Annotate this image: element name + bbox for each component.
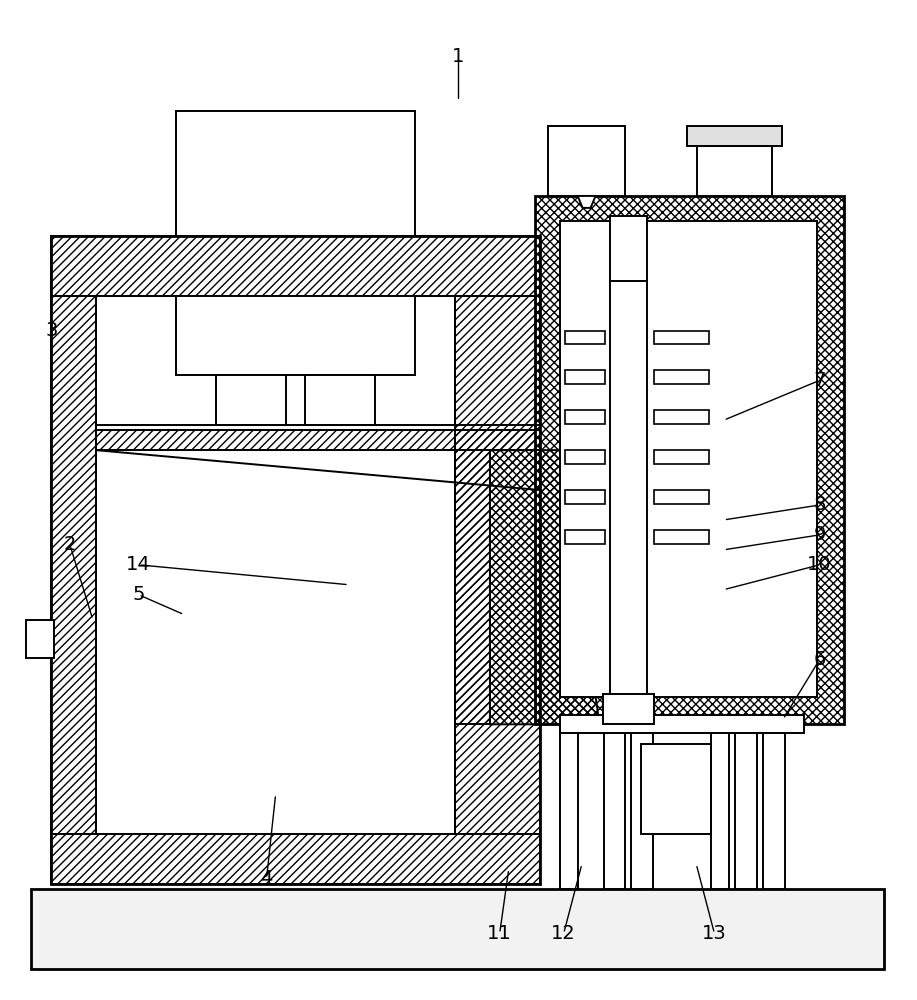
Bar [535,196,844,724]
Bar [565,450,604,464]
Text: 10: 10 [807,555,832,574]
Bar [688,126,782,146]
Bar [565,331,604,344]
Bar [735,724,757,889]
Text: 12: 12 [551,924,576,943]
Bar [559,724,578,889]
Bar [655,331,709,344]
Bar [655,530,709,544]
Bar [565,490,604,504]
Text: 9: 9 [813,525,826,544]
Bar [655,490,709,504]
Text: 14: 14 [127,555,151,574]
Bar [559,715,804,733]
Bar [632,724,654,889]
Text: 7: 7 [813,371,826,390]
Text: 11: 11 [487,924,512,943]
Bar [602,694,655,724]
Bar [51,296,96,834]
Bar [559,221,817,697]
Bar [176,296,415,375]
Bar [455,296,540,834]
Bar [655,450,709,464]
Text: 5: 5 [132,585,145,604]
Text: 6: 6 [813,650,826,669]
Bar [51,834,540,884]
Bar [305,375,375,425]
Bar [547,126,625,196]
Text: 2: 2 [64,535,76,554]
Bar [31,889,884,969]
Bar [642,744,712,834]
Bar [712,724,729,889]
Text: 1: 1 [452,47,465,66]
Bar [51,236,540,296]
Text: 3: 3 [46,321,58,340]
Bar [176,111,415,236]
Bar [763,724,785,889]
Bar [655,410,709,424]
Bar [655,370,709,384]
Bar [610,216,647,704]
Bar [565,410,604,424]
Bar [565,370,604,384]
Bar [565,530,604,544]
Bar [215,375,285,425]
Bar [51,236,540,884]
Text: 4: 4 [260,869,272,888]
Bar [96,296,455,834]
Text: 13: 13 [702,924,727,943]
Bar [697,146,772,196]
Bar [27,620,54,658]
Polygon shape [578,196,595,208]
Text: 8: 8 [813,495,826,514]
Bar [603,724,625,889]
